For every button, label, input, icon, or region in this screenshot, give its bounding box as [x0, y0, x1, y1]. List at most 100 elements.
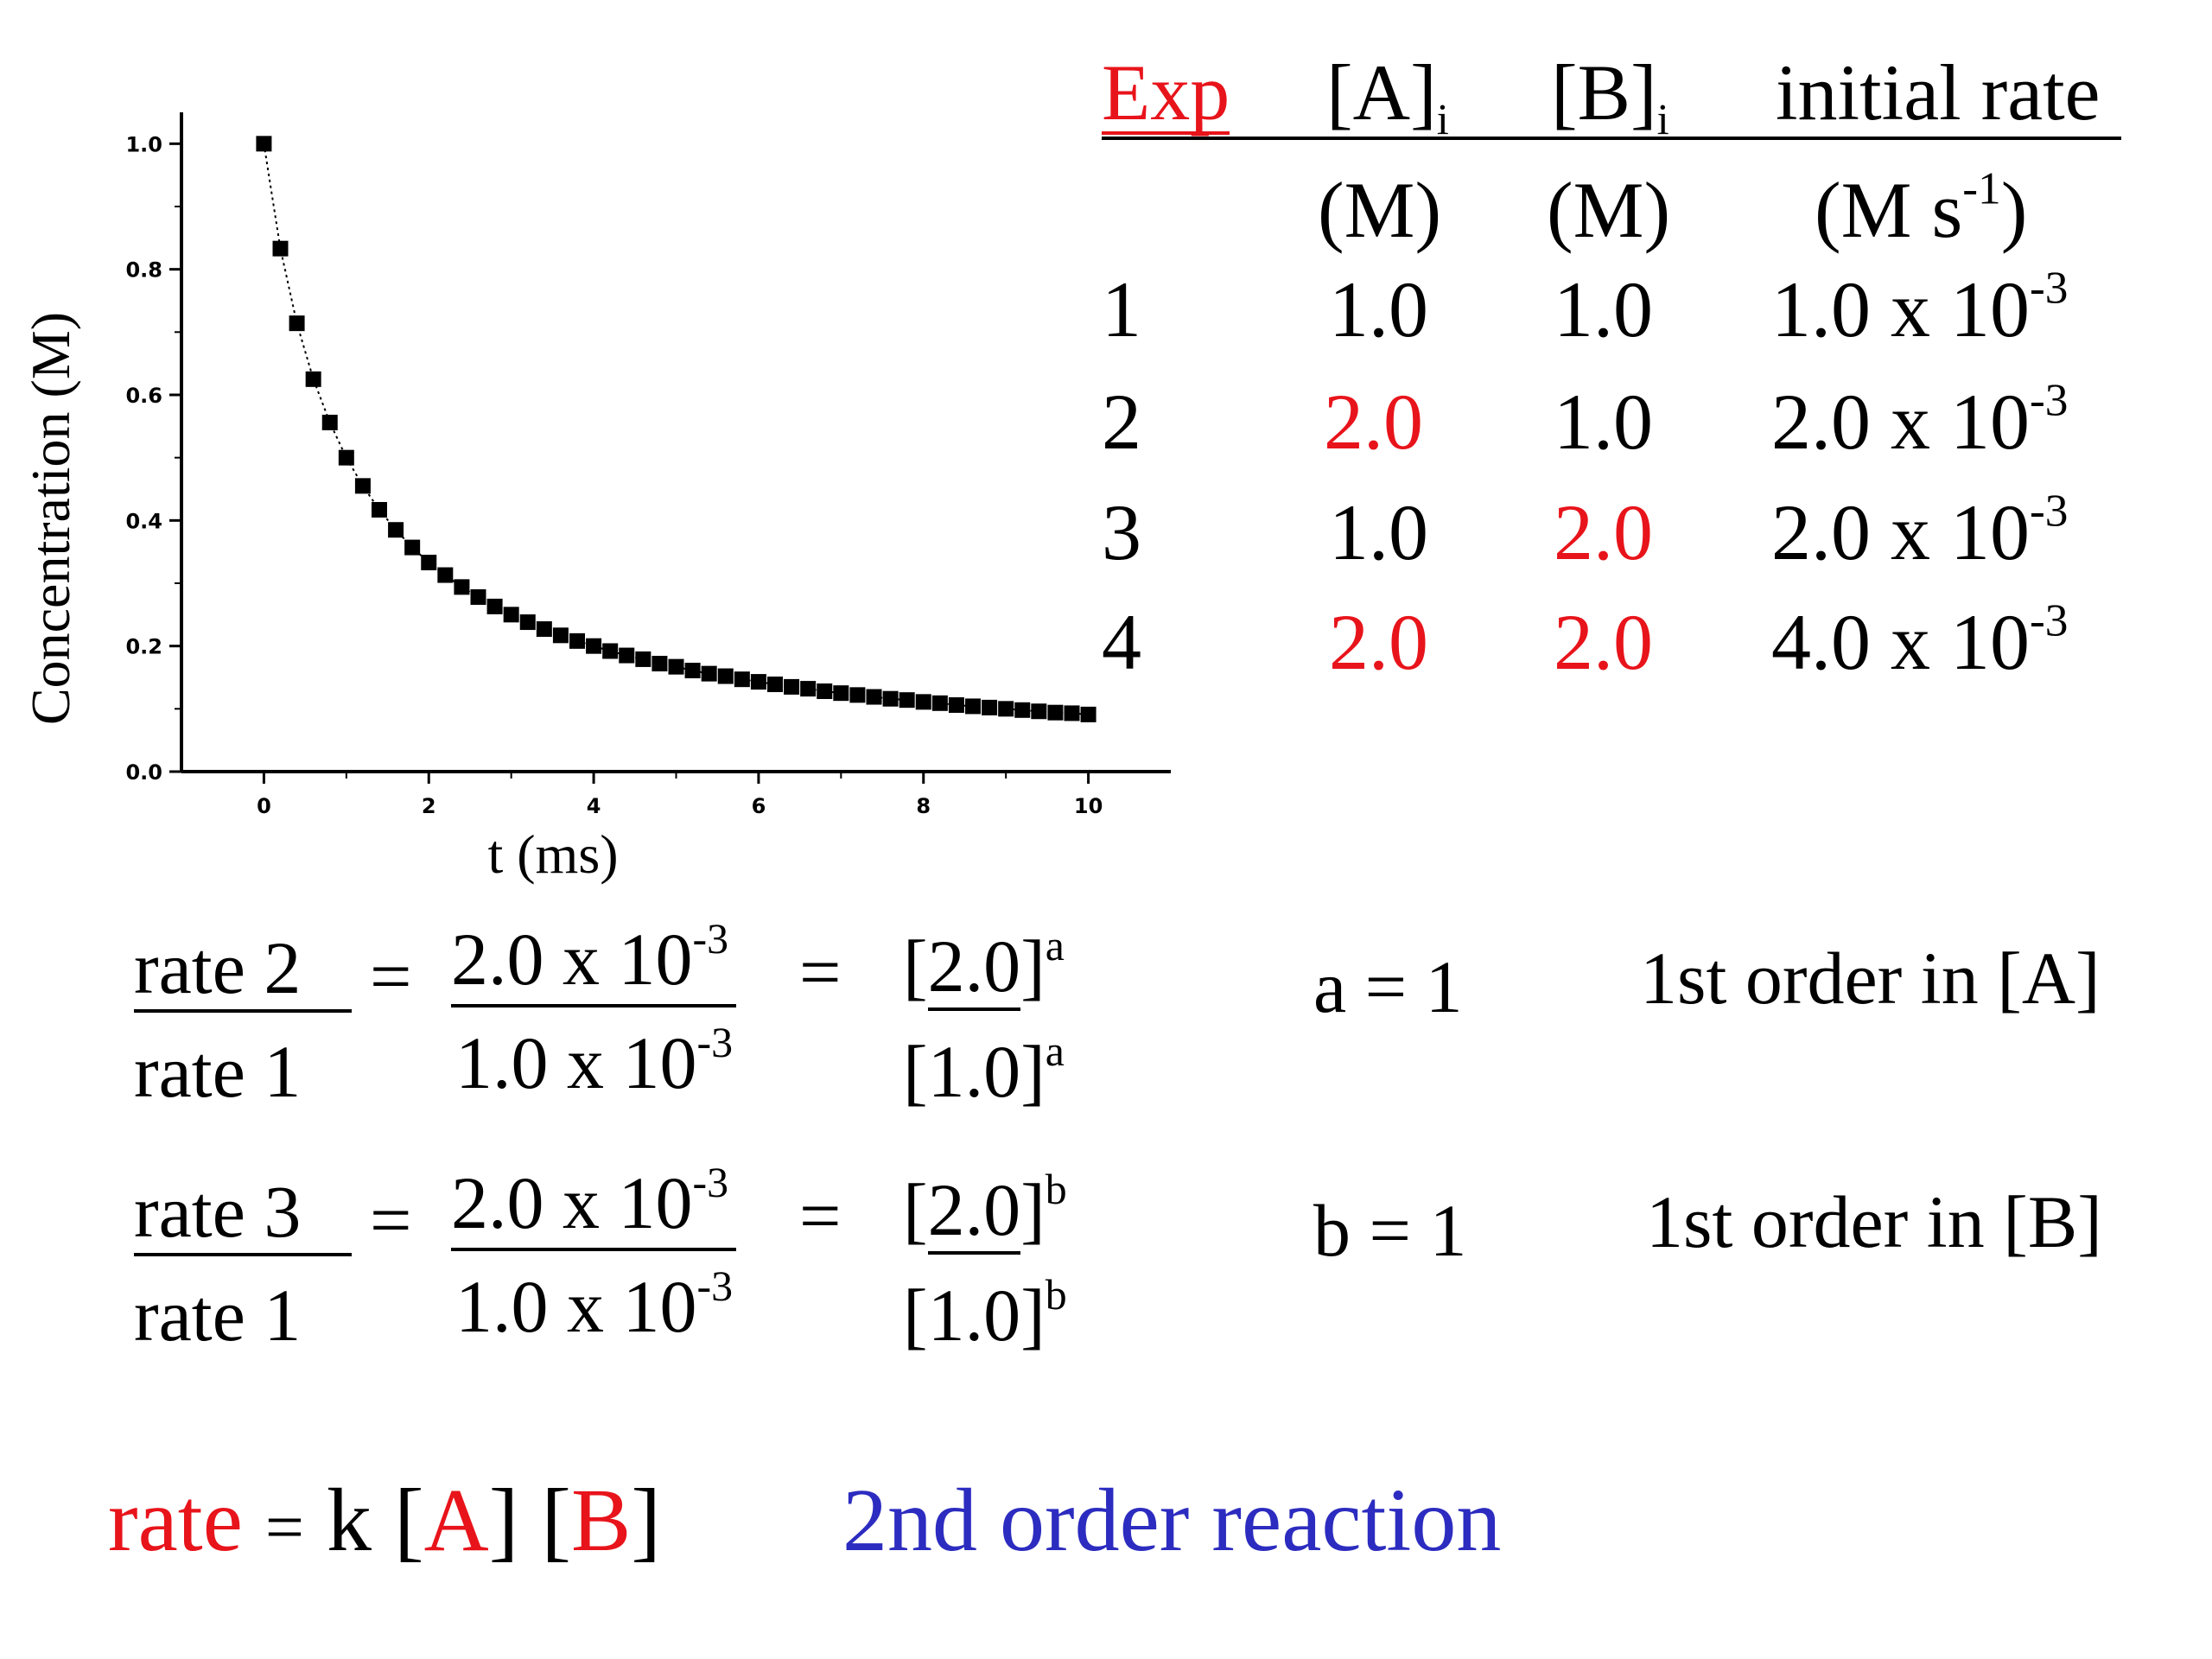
data-point [569, 632, 585, 649]
x-tick-label: 8 [916, 794, 931, 818]
rate-law-eq: = [264, 1490, 304, 1566]
chart-markers [256, 136, 1096, 722]
data-point [635, 651, 652, 667]
data-point [404, 539, 421, 556]
ratio-b-den-conc: [1.0]b [903, 1271, 1067, 1357]
header-b: [B]i [1551, 48, 1669, 144]
y-tick-label: 0.6 [125, 384, 162, 408]
y-tick-label: 0.0 [125, 760, 162, 785]
row1-exp: 1 [1102, 265, 1141, 353]
data-point [767, 676, 783, 692]
chart-axes: 0.0 0.2 0.4 0.6 0.8 1.0 0 2 4 6 8 10 [125, 112, 1171, 818]
ratio-b-value-bar [451, 1248, 736, 1251]
data-point [866, 689, 882, 705]
x-tick-label: 2 [422, 794, 436, 818]
ratio-a-label-bar [134, 1009, 352, 1013]
data-point [998, 701, 1014, 717]
ratio-b-den-value: 1.0 x 10-3 [455, 1262, 734, 1348]
unit-rate: (M s-1) [1815, 162, 2028, 254]
data-point [256, 136, 272, 152]
data-point [338, 449, 354, 466]
data-point [882, 690, 899, 707]
x-tick-label: 6 [752, 794, 766, 818]
ratio-b-num-conc: [2.0]b [903, 1166, 1067, 1255]
concentration-time-chart: 0.0 0.2 0.4 0.6 0.8 1.0 0 2 4 6 8 10 t (ms) Concent… [20, 112, 1171, 885]
y-tick-label: 0.4 [125, 509, 162, 533]
ratio-a-result: a = 1 [1313, 945, 1463, 1028]
data-point [899, 692, 915, 709]
row3-a: 1.0 [1329, 488, 1428, 576]
data-point [1080, 706, 1096, 722]
data-line [263, 143, 1089, 715]
data-point [915, 694, 931, 710]
x-axis-label: t (ms) [487, 823, 618, 885]
ratio-a-den-conc: [1.0]a [903, 1027, 1065, 1113]
row3-b: 2.0 [1554, 488, 1653, 576]
data-point [486, 598, 503, 614]
ratio-a-order: 1st order in [A] [1640, 937, 2101, 1020]
data-point [717, 668, 734, 684]
row4-exp: 4 [1102, 598, 1141, 686]
ratio-b-num-value: 2.0 x 10-3 [451, 1159, 729, 1244]
data-point [503, 607, 519, 623]
row4-b: 2.0 [1554, 598, 1653, 686]
rate-law-end: ] [631, 1471, 662, 1570]
y-tick-label: 1.0 [125, 132, 162, 156]
data-point [849, 687, 866, 703]
rate-law-a: A [423, 1471, 489, 1570]
data-point [965, 698, 981, 715]
row2-a: 2.0 [1324, 378, 1423, 466]
data-point [734, 671, 750, 688]
data-point [784, 678, 800, 695]
data-point [421, 555, 437, 571]
rate-law-b: B [571, 1471, 632, 1570]
data-point [602, 643, 619, 659]
row3-exp: 3 [1102, 488, 1141, 576]
ratio-a-den-label: rate 1 [134, 1030, 302, 1113]
ratio-b-den-label: rate 1 [134, 1274, 302, 1357]
data-point [701, 665, 717, 682]
data-point [470, 588, 486, 605]
data-point [1047, 704, 1064, 721]
data-point [454, 579, 470, 595]
data-point [1064, 705, 1080, 721]
data-point [800, 681, 817, 697]
ratio-b-label-bar [134, 1253, 352, 1256]
data-point [982, 699, 998, 715]
rate-law-rate: rate [108, 1471, 243, 1570]
x-tick-label: 10 [1074, 794, 1103, 818]
ratio-a-value-bar [451, 1004, 736, 1007]
data-point [948, 696, 964, 713]
ratio-a-eq2: = [799, 931, 842, 1014]
data-point [652, 656, 668, 672]
row1-b: 1.0 [1554, 265, 1653, 353]
data-point [668, 658, 684, 675]
rate-law-mid: ] [ [488, 1471, 571, 1570]
data-point [931, 695, 948, 711]
data-point [1031, 703, 1047, 720]
data-point [750, 674, 766, 690]
y-tick-label: 0.8 [125, 258, 162, 283]
data-point [437, 567, 454, 583]
data-point [272, 240, 289, 257]
unit-a: (M) [1318, 166, 1442, 254]
data-point [817, 683, 833, 699]
data-point [536, 621, 552, 638]
y-tick-label: 0.2 [125, 635, 162, 659]
data-point [372, 501, 387, 518]
header-rate: initial rate [1776, 48, 2101, 137]
row1-rate: 1.0 x 10-3 [1771, 261, 2069, 353]
data-point [1014, 702, 1031, 718]
row4-rate: 4.0 x 10-3 [1771, 594, 2069, 686]
ratio-b-order: 1st order in [B] [1646, 1180, 2102, 1263]
data-point [519, 614, 536, 631]
ratio-b-num-label: rate 3 [134, 1170, 302, 1253]
ratio-a-num-conc: [2.0]a [903, 923, 1065, 1011]
ratio-a-num-value: 2.0 x 10-3 [451, 915, 729, 1001]
ratio-a-den-value: 1.0 x 10-3 [455, 1019, 734, 1104]
ratio-a-num-label: rate 2 [134, 926, 302, 1009]
data-point [619, 647, 635, 664]
data-point [388, 522, 404, 538]
row2-b: 1.0 [1554, 378, 1653, 466]
y-axis-label: Concentration (M) [20, 312, 81, 725]
